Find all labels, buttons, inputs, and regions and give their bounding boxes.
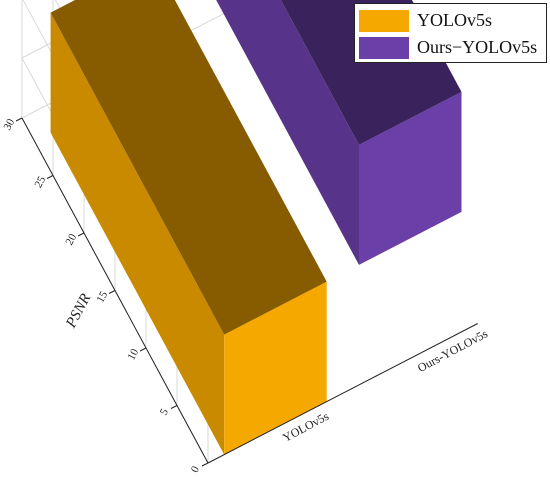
legend-item-yolov5s: YOLOv5s <box>359 8 492 33</box>
z-tick-label: 20 <box>63 231 79 247</box>
legend-swatch-yolov5s <box>359 9 409 32</box>
bar-0-0-front <box>224 281 327 455</box>
z-tick-label: 30 <box>1 116 17 132</box>
legend-swatch-ours-yolov5s <box>359 36 409 59</box>
bar-0-0-side <box>50 12 225 455</box>
z-tick-label: 10 <box>125 346 141 362</box>
bar-1-1-front <box>359 91 462 265</box>
z-tick <box>170 405 178 409</box>
z-tick <box>15 117 23 122</box>
x-axis <box>207 323 478 464</box>
z-axis <box>21 117 209 464</box>
z-tick <box>108 290 116 294</box>
z-tick-label: 5 <box>158 406 171 417</box>
z-tick-label: 25 <box>32 174 48 190</box>
bar-0-0 <box>50 0 327 455</box>
z-tick <box>77 232 85 237</box>
z-tick <box>139 347 147 352</box>
z-axis-title: PSNR <box>63 291 94 331</box>
z-tick-label: 15 <box>94 289 110 305</box>
x-tick-label: Ours-YOLOv5s <box>415 326 490 375</box>
bars-layer <box>50 0 462 455</box>
bar-0-0-top <box>50 0 327 335</box>
legend-label-ours-yolov5s: Ours−YOLOv5s <box>417 37 538 57</box>
z-tick-label: 0 <box>189 464 202 475</box>
z-tick <box>46 175 54 179</box>
bar-1-1-side <box>216 0 359 265</box>
legend-item-ours-yolov5s: Ours−YOLOv5s <box>359 35 537 60</box>
legend-label-yolov5s: YOLOv5s <box>417 10 492 30</box>
legend: YOLOv5s Ours−YOLOv5s <box>354 3 547 63</box>
z-tick <box>201 462 209 467</box>
